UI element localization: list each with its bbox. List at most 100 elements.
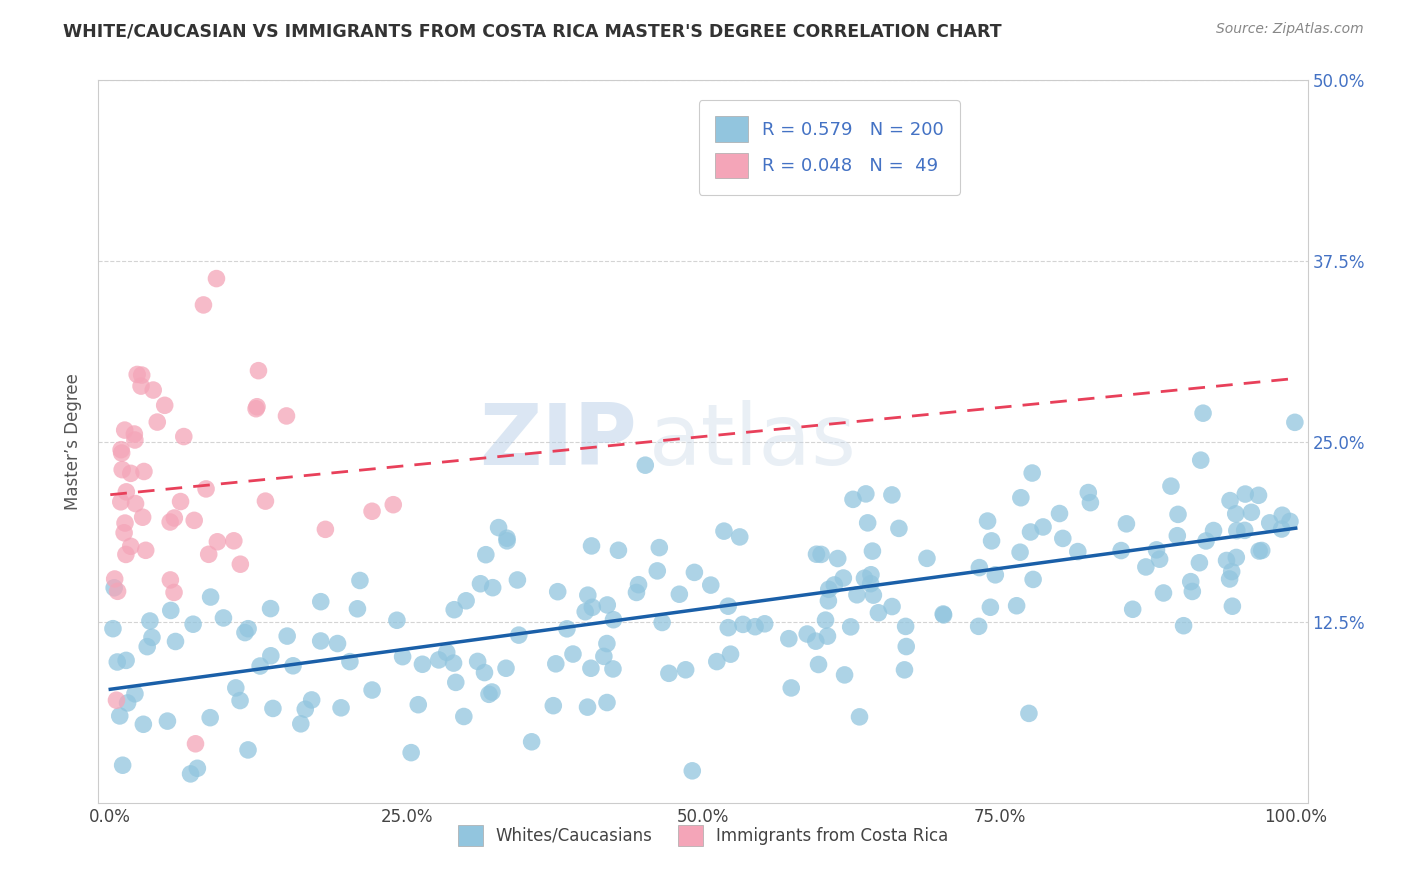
Point xyxy=(969,560,991,574)
Point xyxy=(276,629,298,643)
Point xyxy=(481,685,503,699)
Point xyxy=(132,465,155,479)
Point xyxy=(668,587,690,601)
Point xyxy=(1049,507,1071,521)
Point xyxy=(1067,544,1090,558)
Point xyxy=(1115,516,1137,531)
Point xyxy=(229,558,252,572)
Point xyxy=(326,636,349,650)
Point xyxy=(309,595,332,609)
Point xyxy=(1271,522,1294,536)
Legend: Whites/Caucasians, Immigrants from Costa Rica: Whites/Caucasians, Immigrants from Costa… xyxy=(451,819,955,852)
Point xyxy=(259,601,281,615)
Point xyxy=(110,442,132,457)
Point xyxy=(713,524,735,538)
Point xyxy=(827,551,849,566)
Point xyxy=(980,533,1002,548)
Point xyxy=(131,368,153,382)
Point xyxy=(142,383,165,397)
Point xyxy=(728,530,751,544)
Point xyxy=(893,663,915,677)
Point xyxy=(1189,453,1212,467)
Point xyxy=(470,576,492,591)
Point xyxy=(456,594,478,608)
Point xyxy=(146,415,169,429)
Point xyxy=(823,578,845,592)
Point xyxy=(506,573,529,587)
Point xyxy=(1258,516,1281,530)
Point xyxy=(1018,706,1040,721)
Point xyxy=(1195,533,1218,548)
Point xyxy=(806,547,828,561)
Point xyxy=(651,615,673,630)
Point xyxy=(114,423,136,437)
Point xyxy=(110,495,132,509)
Point xyxy=(361,504,384,518)
Point xyxy=(101,622,124,636)
Point xyxy=(1149,552,1171,566)
Point xyxy=(845,588,868,602)
Point xyxy=(193,298,215,312)
Point xyxy=(1278,515,1301,529)
Point xyxy=(700,578,723,592)
Point xyxy=(181,617,204,632)
Point xyxy=(225,681,247,695)
Point xyxy=(262,701,284,715)
Point xyxy=(165,634,187,648)
Point xyxy=(222,533,245,548)
Point xyxy=(1247,488,1270,502)
Point xyxy=(796,627,818,641)
Point xyxy=(1219,572,1241,586)
Point xyxy=(817,582,839,597)
Point xyxy=(132,717,155,731)
Text: atlas: atlas xyxy=(648,400,856,483)
Point xyxy=(136,640,159,654)
Point xyxy=(780,681,803,695)
Point xyxy=(579,661,602,675)
Point xyxy=(1249,544,1271,558)
Point xyxy=(103,581,125,595)
Point xyxy=(596,636,619,650)
Point xyxy=(290,716,312,731)
Point xyxy=(254,494,277,508)
Point xyxy=(427,653,450,667)
Point xyxy=(1234,487,1257,501)
Point xyxy=(444,675,467,690)
Point xyxy=(186,761,208,775)
Point xyxy=(648,541,671,555)
Point xyxy=(131,510,153,524)
Point xyxy=(1153,586,1175,600)
Point xyxy=(330,701,353,715)
Point xyxy=(859,567,882,582)
Point xyxy=(346,601,368,615)
Point xyxy=(114,516,136,530)
Point xyxy=(129,379,152,393)
Point xyxy=(1240,505,1263,519)
Point xyxy=(814,613,837,627)
Point xyxy=(979,600,1001,615)
Point xyxy=(260,648,283,663)
Point xyxy=(1233,524,1256,538)
Point xyxy=(159,573,181,587)
Point xyxy=(1226,524,1249,538)
Point xyxy=(1109,543,1132,558)
Point xyxy=(496,533,519,548)
Point xyxy=(717,621,740,635)
Point xyxy=(309,634,332,648)
Point xyxy=(120,539,142,553)
Point xyxy=(1080,496,1102,510)
Point xyxy=(1005,599,1028,613)
Point xyxy=(859,576,882,591)
Point xyxy=(120,467,142,481)
Point xyxy=(596,696,619,710)
Point xyxy=(1167,508,1189,522)
Point xyxy=(443,603,465,617)
Point xyxy=(607,543,630,558)
Point xyxy=(720,647,742,661)
Point xyxy=(481,581,503,595)
Point xyxy=(807,657,830,672)
Point xyxy=(1222,599,1244,614)
Point xyxy=(1219,493,1241,508)
Point xyxy=(592,649,614,664)
Point xyxy=(104,572,127,586)
